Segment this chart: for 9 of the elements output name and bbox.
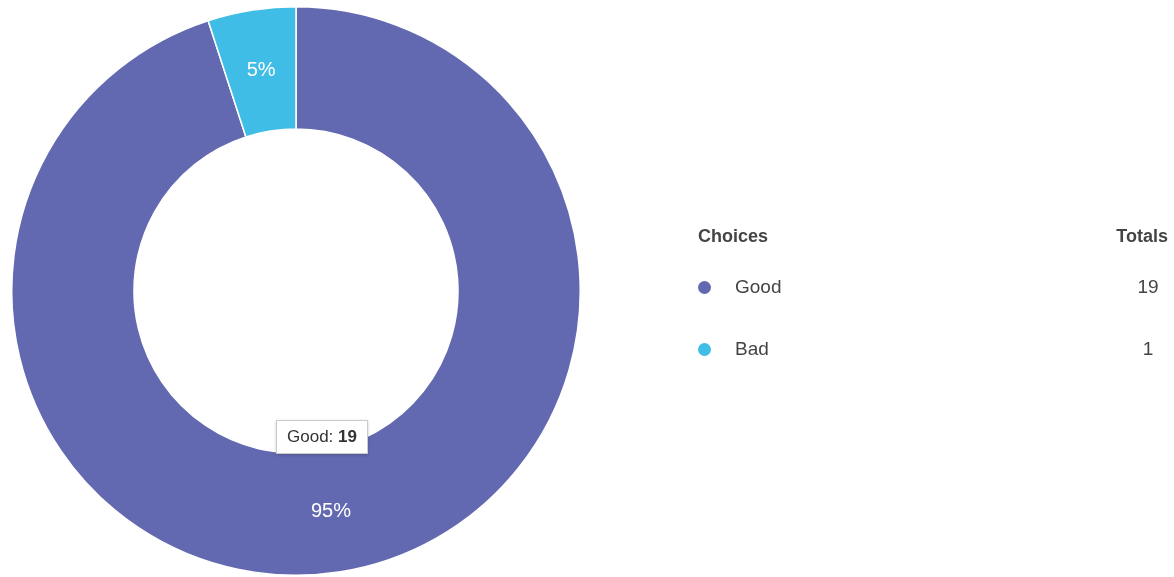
legend-label: Good bbox=[735, 276, 783, 298]
legend-label: Bad bbox=[735, 338, 770, 360]
text: Totals bbox=[1116, 226, 1168, 248]
legend-title: Choices bbox=[698, 226, 769, 248]
data-label: 95% bbox=[310, 498, 352, 521]
data-label: 5% bbox=[246, 58, 276, 81]
text: 1 bbox=[1142, 338, 1154, 359]
text: 19 bbox=[1137, 276, 1159, 297]
text: Good: 19 bbox=[276, 420, 368, 454]
